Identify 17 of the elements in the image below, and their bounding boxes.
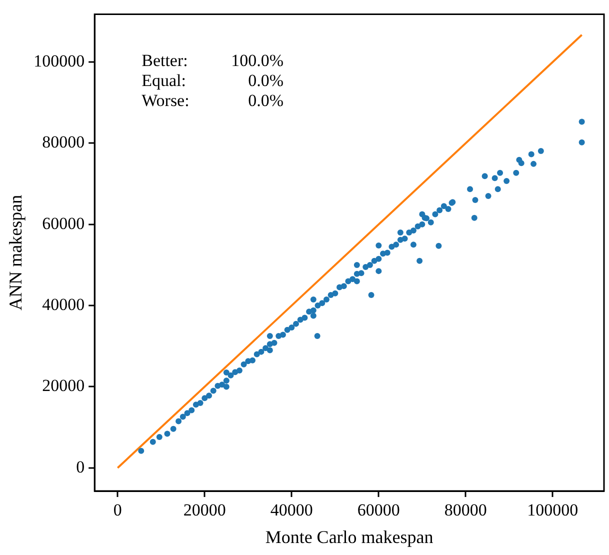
y-tick-label: 80000	[42, 132, 85, 152]
y-tick-label: 40000	[42, 295, 85, 314]
y-tick-label: 0	[76, 457, 85, 476]
y-tick-label: 20000	[42, 376, 85, 396]
x-tick-label: 20000	[183, 500, 226, 520]
x-axis-title: Monte Carlo makespan	[265, 526, 434, 547]
x-tick-label: 60000	[357, 500, 400, 520]
text: Worse: 0.0%	[142, 91, 284, 110]
x-tick-label: 0	[113, 500, 122, 520]
y-tick-label: 100000	[34, 52, 85, 71]
text: Better: 100.0%	[142, 51, 284, 70]
x-tick-label: 100000	[527, 500, 578, 520]
text: Equal: 0.0%	[142, 71, 284, 90]
x-tick-label: 80000	[444, 500, 487, 520]
x-tick-label: 40000	[270, 500, 313, 520]
y-axis-title: ANN makespan	[6, 194, 26, 310]
y-tick-label: 60000	[42, 214, 85, 233]
